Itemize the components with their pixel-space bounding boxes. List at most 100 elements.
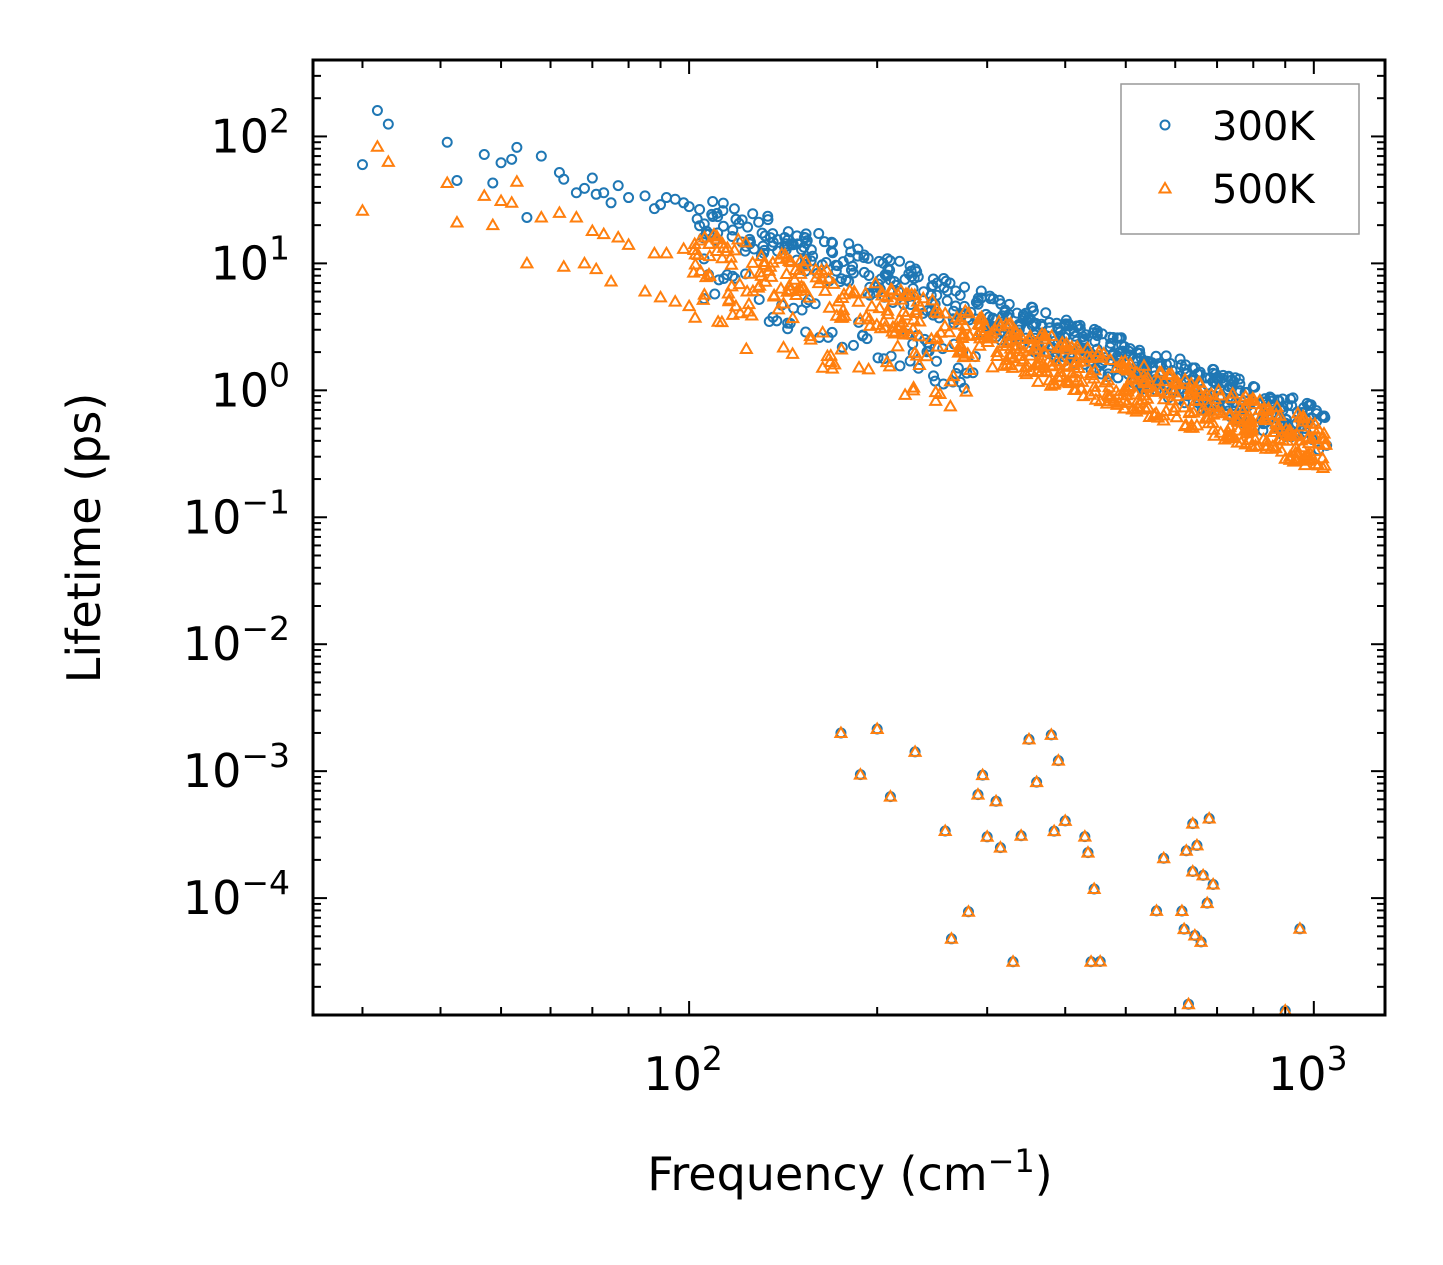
low-point-500k	[1021, 731, 1037, 745]
cluster-point-300k	[717, 220, 729, 232]
cluster-point-300k	[880, 270, 892, 282]
cluster-point-500k	[961, 305, 977, 319]
cluster-point-500k	[1286, 454, 1301, 467]
data-point-300k	[558, 173, 570, 185]
low-point-500k	[1205, 876, 1221, 890]
data-point-500k	[355, 203, 370, 216]
cluster-point-500k	[1296, 409, 1311, 423]
legend: 300K 500K	[1120, 83, 1360, 235]
cluster-point-500k	[785, 310, 801, 324]
cluster-point-500k	[861, 361, 876, 375]
cluster-point-500k	[1315, 460, 1331, 473]
cluster-point-500k	[962, 328, 978, 341]
cluster-point-300k	[970, 296, 982, 308]
cluster-point-300k	[941, 295, 953, 307]
cluster-point-500k	[1139, 379, 1155, 393]
cluster-point-300k	[1074, 319, 1086, 331]
low-point-500k	[1185, 816, 1200, 829]
cluster-point-300k	[1124, 343, 1136, 355]
cluster-point-300k	[950, 285, 962, 297]
cluster-point-500k	[686, 265, 701, 278]
cluster-point-300k	[1318, 410, 1330, 422]
cluster-point-500k	[803, 328, 818, 342]
cluster-point-300k	[1040, 307, 1052, 319]
low-point-500k	[993, 840, 1008, 853]
low-point-500k	[1156, 850, 1171, 864]
cluster-point-500k	[909, 348, 925, 361]
cluster-point-500k	[1271, 431, 1287, 444]
low-point-500k	[975, 767, 990, 781]
cluster-point-300k	[694, 220, 706, 232]
cluster-point-500k	[862, 318, 878, 331]
cluster-point-500k	[1169, 409, 1184, 423]
data-point-300k	[382, 118, 394, 130]
cluster-point-500k	[814, 262, 829, 276]
cluster-point-500k	[815, 360, 830, 373]
cluster-point-500k	[892, 312, 907, 325]
cluster-point-500k	[1050, 340, 1066, 354]
y-tick-label: 10−2	[183, 609, 290, 671]
low-point-500k	[944, 931, 959, 944]
cluster-point-500k	[919, 348, 934, 362]
cluster-point-300k	[782, 323, 794, 335]
cluster-point-500k	[1021, 331, 1037, 344]
cluster-point-500k	[803, 332, 818, 345]
cluster-point-500k	[687, 310, 703, 323]
cluster-point-500k	[796, 280, 812, 294]
data-point-500k	[681, 298, 697, 312]
low-point-500k	[1080, 845, 1096, 858]
cluster-point-500k	[904, 286, 919, 300]
cluster-point-500k	[823, 348, 838, 361]
y-tick-label: 10−4	[183, 863, 290, 925]
low-point-500k	[1092, 953, 1108, 967]
cluster-point-500k	[1140, 399, 1156, 413]
low-point-500k	[1199, 895, 1215, 909]
cluster-point-500k	[1280, 433, 1295, 446]
cluster-point-300k	[1111, 332, 1123, 344]
data-point-500k	[577, 255, 592, 269]
data-point-500k	[659, 245, 674, 259]
cluster-point-500k	[1123, 378, 1138, 391]
cluster-point-500k	[1148, 405, 1164, 419]
data-point-500k	[667, 294, 683, 307]
cluster-point-500k	[1152, 365, 1167, 378]
cluster-point-500k	[724, 257, 739, 270]
cluster-point-500k	[1111, 395, 1127, 408]
y-tick-label: 102	[210, 101, 290, 163]
cluster-point-300k	[1091, 325, 1103, 337]
cluster-point-500k	[835, 290, 850, 303]
cluster-point-500k	[1315, 450, 1330, 464]
data-point-300k	[605, 197, 617, 209]
data-point-300k	[586, 172, 598, 184]
cluster-point-500k	[898, 307, 914, 321]
x-tick-label: 103	[1268, 1039, 1348, 1101]
cluster-point-500k	[1097, 374, 1113, 388]
cluster-point-500k	[1201, 397, 1216, 411]
cluster-point-300k	[742, 221, 754, 233]
low-point-500k	[1193, 934, 1209, 947]
cluster-point-500k	[817, 283, 833, 296]
cluster-point-300k	[1304, 399, 1316, 411]
low-point-500k	[1046, 823, 1062, 837]
cluster-point-300k	[1310, 405, 1322, 417]
cluster-point-300k	[938, 272, 950, 284]
cluster-point-500k	[1041, 338, 1057, 352]
cluster-point-500k	[1183, 376, 1199, 389]
cluster-point-500k	[1083, 350, 1098, 364]
cluster-point-300k	[918, 286, 930, 298]
data-point-300k	[535, 150, 547, 162]
low-point-500k	[1029, 774, 1044, 788]
cluster-point-300k	[959, 281, 971, 293]
cluster-point-500k	[1177, 399, 1192, 413]
low-point-500k	[970, 787, 986, 800]
cluster-point-500k	[882, 358, 897, 372]
cluster-point-500k	[754, 268, 769, 281]
data-point-300k	[478, 149, 490, 161]
cluster-point-500k	[1069, 364, 1084, 377]
cluster-point-500k	[1145, 383, 1160, 397]
data-point-300k	[495, 157, 507, 169]
cluster-point-500k	[1129, 404, 1144, 417]
low-point-500k	[1086, 881, 1102, 894]
cluster-point-500k	[1197, 388, 1212, 402]
